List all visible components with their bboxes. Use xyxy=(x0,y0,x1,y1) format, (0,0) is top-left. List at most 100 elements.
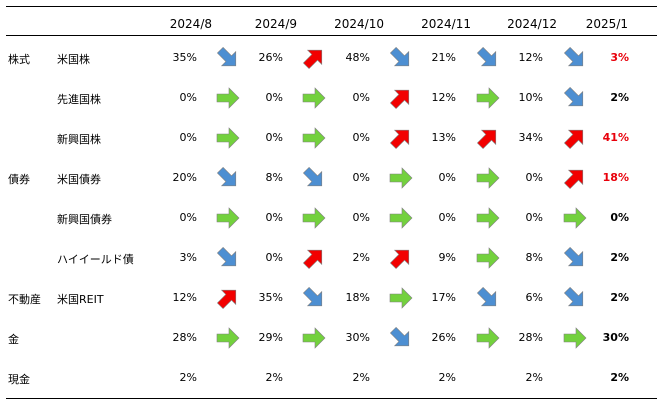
table-header-rule xyxy=(6,35,657,36)
down-icon xyxy=(563,86,584,107)
up-icon xyxy=(302,249,323,270)
value-cell: 2% xyxy=(352,371,370,384)
flat-icon xyxy=(389,287,413,309)
value-cell: 12% xyxy=(431,91,456,104)
value-cell: 0% xyxy=(525,171,543,184)
value-cell: 0% xyxy=(352,131,370,144)
value-cell: 2% xyxy=(179,371,197,384)
value-cell: 10% xyxy=(518,91,543,104)
up-icon xyxy=(476,129,497,150)
table-top-rule xyxy=(6,6,657,7)
value-cell: 0% xyxy=(265,251,283,264)
down-icon xyxy=(302,166,323,187)
asset-label: 米国株 xyxy=(57,53,90,66)
flat-icon xyxy=(302,87,326,109)
asset-label: 新興国債券 xyxy=(57,213,112,226)
table-bottom-rule xyxy=(6,398,657,399)
value-cell: 2% xyxy=(438,371,456,384)
down-icon xyxy=(216,246,237,267)
value-cell: 8% xyxy=(525,251,543,264)
value-cell: 35% xyxy=(258,291,283,304)
flat-icon xyxy=(476,247,500,269)
value-cell: 13% xyxy=(431,131,456,144)
value-cell: 0% xyxy=(525,211,543,224)
flat-icon xyxy=(476,167,500,189)
flat-icon xyxy=(216,207,240,229)
flat-icon xyxy=(216,327,240,349)
category-label: 不動産 xyxy=(8,293,41,306)
value-cell: 35% xyxy=(172,51,197,64)
value-cell: 30% xyxy=(602,331,629,344)
down-icon xyxy=(563,46,584,67)
month-header: 2025/1 xyxy=(585,17,628,31)
down-icon xyxy=(563,286,584,307)
value-cell: 2% xyxy=(610,91,629,104)
down-icon xyxy=(476,46,497,67)
value-cell: 34% xyxy=(518,131,543,144)
value-cell: 2% xyxy=(525,371,543,384)
value-cell: 3% xyxy=(610,51,629,64)
value-cell: 0% xyxy=(179,91,197,104)
value-cell: 2% xyxy=(610,251,629,264)
value-cell: 0% xyxy=(352,211,370,224)
value-cell: 0% xyxy=(179,211,197,224)
value-cell: 0% xyxy=(438,211,456,224)
value-cell: 0% xyxy=(179,131,197,144)
asset-label: 先進国株 xyxy=(57,93,101,106)
value-cell: 2% xyxy=(610,371,629,384)
value-cell: 9% xyxy=(438,251,456,264)
value-cell: 0% xyxy=(352,171,370,184)
value-cell: 18% xyxy=(345,291,370,304)
value-cell: 12% xyxy=(518,51,543,64)
value-cell: 0% xyxy=(265,91,283,104)
value-cell: 26% xyxy=(258,51,283,64)
flat-icon xyxy=(476,87,500,109)
up-icon xyxy=(389,89,410,110)
up-icon xyxy=(563,169,584,190)
flat-icon xyxy=(476,207,500,229)
month-header: 2024/10 xyxy=(334,17,384,31)
value-cell: 8% xyxy=(265,171,283,184)
flat-icon xyxy=(302,207,326,229)
flat-icon xyxy=(302,127,326,149)
down-icon xyxy=(389,326,410,347)
down-icon xyxy=(302,286,323,307)
flat-icon xyxy=(476,327,500,349)
value-cell: 48% xyxy=(345,51,370,64)
value-cell: 28% xyxy=(172,331,197,344)
value-cell: 0% xyxy=(352,91,370,104)
value-cell: 12% xyxy=(172,291,197,304)
value-cell: 26% xyxy=(431,331,456,344)
flat-icon xyxy=(216,127,240,149)
value-cell: 6% xyxy=(525,291,543,304)
up-icon xyxy=(216,289,237,310)
category-label: 株式 xyxy=(8,53,30,66)
flat-icon xyxy=(216,87,240,109)
month-header: 2024/8 xyxy=(169,17,212,31)
flat-icon xyxy=(563,207,587,229)
up-icon xyxy=(389,129,410,150)
up-icon xyxy=(389,249,410,270)
category-label: 現金 xyxy=(8,373,30,386)
value-cell: 28% xyxy=(518,331,543,344)
value-cell: 29% xyxy=(258,331,283,344)
down-icon xyxy=(389,46,410,67)
category-label: 金 xyxy=(8,333,19,346)
value-cell: 17% xyxy=(431,291,456,304)
value-cell: 21% xyxy=(431,51,456,64)
value-cell: 0% xyxy=(438,171,456,184)
down-icon xyxy=(216,166,237,187)
down-icon xyxy=(476,286,497,307)
month-header: 2024/11 xyxy=(421,17,471,31)
asset-label: ハイイールド債 xyxy=(57,253,134,266)
month-header: 2024/12 xyxy=(507,17,557,31)
value-cell: 3% xyxy=(179,251,197,264)
flat-icon xyxy=(302,327,326,349)
asset-label: 新興国株 xyxy=(57,133,101,146)
value-cell: 0% xyxy=(265,211,283,224)
up-icon xyxy=(563,129,584,150)
up-icon xyxy=(302,49,323,70)
asset-label: 米国REIT xyxy=(57,293,104,306)
value-cell: 18% xyxy=(602,171,629,184)
